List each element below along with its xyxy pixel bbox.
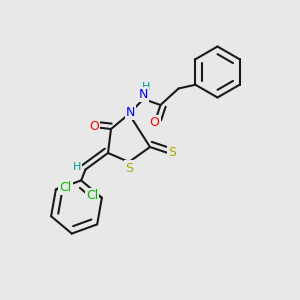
Text: H: H xyxy=(73,161,81,172)
Text: Cl: Cl xyxy=(86,189,98,202)
Text: S: S xyxy=(168,146,176,160)
Text: N: N xyxy=(139,88,148,101)
Text: N: N xyxy=(126,106,135,119)
Text: O: O xyxy=(150,116,159,130)
Text: S: S xyxy=(125,161,133,175)
Text: O: O xyxy=(89,119,99,133)
Text: Cl: Cl xyxy=(60,181,72,194)
Text: H: H xyxy=(142,82,150,92)
